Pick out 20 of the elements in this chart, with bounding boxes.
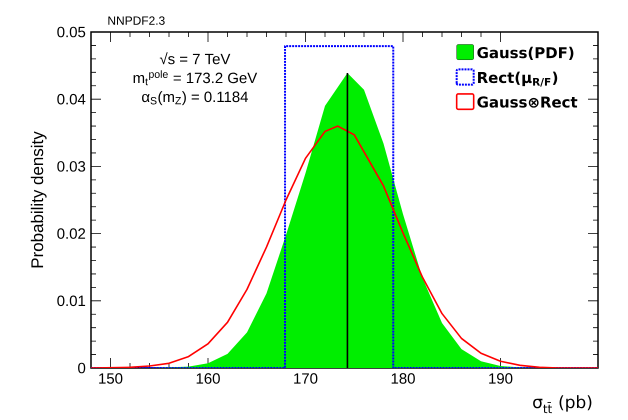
y-tick-label: 0.03: [57, 161, 86, 172]
x-tick-label: 150: [99, 373, 122, 384]
annotation: m$_{t}$$^{pole}$ = 173.2 GeV: [134, 70, 258, 86]
x-tick-label: 170: [294, 373, 318, 384]
y-tick-label: 0.02: [57, 228, 86, 239]
x-axis-title: σ$_{tt̄}$ (pb): [533, 395, 592, 414]
y-tick-label: 0.05: [57, 26, 86, 38]
legend-label: Gauss(PDF): [477, 46, 574, 60]
legend-label: Rect(μ$_{R/F}$): [478, 72, 558, 87]
y-axis-title: Probability density: [30, 131, 47, 268]
x-tick-label: 180: [392, 373, 415, 384]
x-tick-label: 160: [196, 373, 220, 384]
chart-title: NNPDF2.3: [108, 16, 165, 25]
annotation: α$_{S}$(m$_{Z}$) = 0.1184: [142, 91, 248, 106]
y-tick-label: 0.04: [57, 94, 86, 104]
legend-label: Gauss⊗Rect: [477, 96, 578, 108]
annotation: √s = 7 TeV: [160, 52, 230, 64]
x-tick-label: 190: [489, 373, 512, 384]
y-tick-label: 0.01: [57, 296, 86, 306]
y-tick-label: 0: [78, 362, 86, 374]
